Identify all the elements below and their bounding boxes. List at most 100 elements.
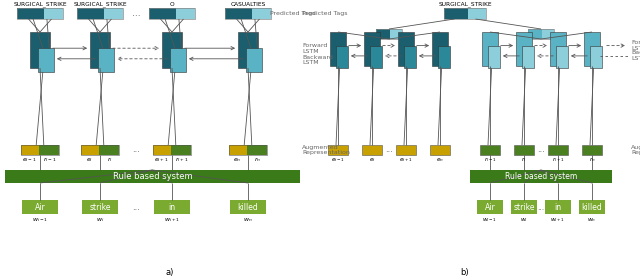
Bar xyxy=(154,200,190,214)
Bar xyxy=(38,48,54,72)
Text: $w_{i}$: $w_{i}$ xyxy=(520,216,528,224)
Text: Rule based system: Rule based system xyxy=(113,172,192,181)
Bar xyxy=(17,8,63,19)
Bar xyxy=(229,145,247,155)
Bar xyxy=(90,32,110,68)
Bar xyxy=(153,145,191,155)
Bar xyxy=(542,29,554,39)
Text: Rule based system: Rule based system xyxy=(505,172,577,181)
Bar xyxy=(171,145,191,155)
Bar xyxy=(153,145,171,155)
Bar xyxy=(514,145,534,155)
Text: SURGICAL_STRIKE: SURGICAL_STRIKE xyxy=(438,1,492,7)
Bar xyxy=(5,170,300,183)
Bar xyxy=(444,8,468,19)
Bar xyxy=(21,145,39,155)
Text: $w_{i+1}$: $w_{i+1}$ xyxy=(550,216,566,224)
Bar xyxy=(590,46,602,68)
Bar xyxy=(582,145,602,155)
Bar xyxy=(548,145,568,155)
Text: Augmented
Representation: Augmented Representation xyxy=(302,145,350,155)
Text: in: in xyxy=(554,203,561,211)
Text: in: in xyxy=(168,203,175,211)
Bar xyxy=(556,46,568,68)
Bar xyxy=(149,8,175,19)
Bar xyxy=(362,145,382,155)
Text: $e_{n}$: $e_{n}$ xyxy=(233,156,241,164)
Bar xyxy=(511,200,537,214)
Bar xyxy=(175,8,195,19)
Bar xyxy=(77,8,123,19)
Text: $w_{n}$: $w_{n}$ xyxy=(243,216,253,224)
Text: Forward
LSTM: Forward LSTM xyxy=(631,40,640,51)
Text: ...: ... xyxy=(538,203,545,211)
Bar xyxy=(579,200,605,214)
Bar xyxy=(376,29,390,39)
Bar xyxy=(545,200,571,214)
Text: Predicted Tags: Predicted Tags xyxy=(269,11,315,16)
Bar xyxy=(225,8,252,19)
Text: $r_{n}$: $r_{n}$ xyxy=(254,156,261,164)
Text: a): a) xyxy=(166,268,174,276)
Text: strike: strike xyxy=(89,203,111,211)
Bar xyxy=(444,8,486,19)
Bar xyxy=(470,170,612,183)
Text: CASUALTIES: CASUALTIES xyxy=(230,1,266,6)
Text: Augmented
Representation: Augmented Representation xyxy=(631,145,640,155)
Bar xyxy=(77,8,104,19)
Text: $r_{i}$: $r_{i}$ xyxy=(107,156,113,164)
Text: $w_{i+1}$: $w_{i+1}$ xyxy=(164,216,180,224)
Text: Backward
LSTM: Backward LSTM xyxy=(631,50,640,61)
Text: SURGICAL_STRIKE: SURGICAL_STRIKE xyxy=(13,1,67,7)
Bar xyxy=(528,29,542,39)
Bar xyxy=(376,29,402,39)
Bar xyxy=(170,48,186,72)
Text: $e_{n}$: $e_{n}$ xyxy=(436,156,444,164)
Bar xyxy=(17,8,44,19)
Bar xyxy=(330,32,346,66)
Bar xyxy=(99,145,119,155)
Text: ...: ... xyxy=(132,203,140,211)
Bar xyxy=(44,8,63,19)
Bar xyxy=(370,46,382,68)
Text: $e_{i+1}$: $e_{i+1}$ xyxy=(399,156,413,164)
Bar xyxy=(82,200,118,214)
Text: $r_{n}$: $r_{n}$ xyxy=(589,156,595,164)
Text: $e_{i}$: $e_{i}$ xyxy=(369,156,376,164)
Text: ...: ... xyxy=(537,146,545,155)
Text: $w_{n}$: $w_{n}$ xyxy=(588,216,596,224)
Bar xyxy=(516,32,532,66)
Bar xyxy=(247,145,267,155)
Text: b): b) xyxy=(461,268,469,276)
Bar xyxy=(104,8,123,19)
Text: $r_{i}$: $r_{i}$ xyxy=(521,156,527,164)
Bar xyxy=(390,29,402,39)
Bar xyxy=(98,48,114,72)
Bar xyxy=(149,8,195,19)
Text: $r_{i+1}$: $r_{i+1}$ xyxy=(175,156,188,164)
Bar xyxy=(328,145,348,155)
Text: killed: killed xyxy=(237,203,259,211)
Text: strike: strike xyxy=(513,203,535,211)
Bar xyxy=(21,145,59,155)
Text: Air: Air xyxy=(35,203,45,211)
Text: Forward
LSTM: Forward LSTM xyxy=(302,43,328,54)
Bar xyxy=(488,46,500,68)
Bar xyxy=(162,32,182,68)
Text: $e_{i-1}$: $e_{i-1}$ xyxy=(331,156,345,164)
Bar xyxy=(229,145,267,155)
Bar xyxy=(430,145,450,155)
Bar xyxy=(404,46,416,68)
Bar xyxy=(432,32,448,66)
Bar xyxy=(528,29,554,39)
Bar xyxy=(468,8,486,19)
Text: $e_{i}$: $e_{i}$ xyxy=(86,156,93,164)
Bar xyxy=(522,46,534,68)
Bar xyxy=(246,48,262,72)
Text: $w_{i-1}$: $w_{i-1}$ xyxy=(32,216,48,224)
Bar xyxy=(396,145,416,155)
Bar xyxy=(477,200,503,214)
Bar xyxy=(230,200,266,214)
Text: ...: ... xyxy=(385,146,393,155)
Bar xyxy=(39,145,59,155)
